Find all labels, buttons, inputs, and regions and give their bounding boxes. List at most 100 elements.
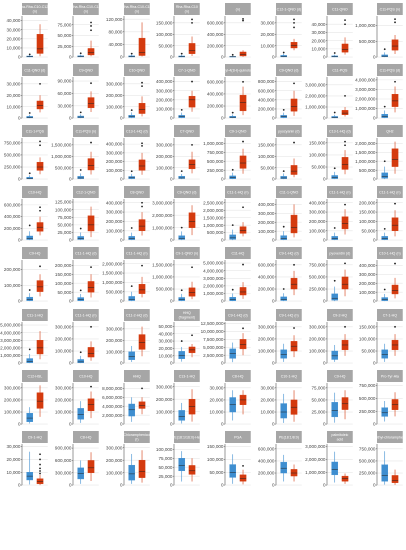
y-tick-label: 0 bbox=[373, 116, 376, 121]
y-tick-label: 0 bbox=[221, 360, 224, 365]
panel: C9-1-HQ (n) 0 100,000 200,000 300,000 bbox=[254, 306, 305, 367]
outlier-point bbox=[130, 170, 133, 173]
box bbox=[36, 162, 44, 171]
outlier-point bbox=[333, 111, 336, 114]
y-tick-label: 10,000 bbox=[6, 470, 20, 475]
panel-strip bbox=[72, 430, 99, 443]
panel-title: C11-1-QNO bbox=[279, 191, 298, 195]
panel: C13-1-HQ 0 100,000 200,000 300,000 bbox=[152, 367, 203, 428]
y-tick-label: 2,000,000 bbox=[203, 208, 224, 213]
panel-title: C11-HQ bbox=[231, 252, 244, 256]
outlier-point bbox=[79, 227, 82, 230]
panel-title: PGA bbox=[234, 435, 242, 439]
outlier-point bbox=[28, 348, 31, 350]
y-tick-label: 1,000,000 bbox=[152, 226, 173, 231]
panel-svg: C11-1-HQ (n) 0 100,000 200,000 300,000 400,00… bbox=[308, 186, 353, 243]
outlier-point bbox=[89, 25, 92, 27]
panel: C9-1-HQ 0 10,000 20,000 30,000 bbox=[0, 428, 51, 489]
outlier-point bbox=[343, 262, 346, 265]
y-tick-label: 2,000,000 bbox=[355, 97, 376, 102]
y-tick-label: 20,000 bbox=[260, 32, 274, 37]
y-tick-label: 3,000,000 bbox=[305, 444, 326, 449]
y-tick-label: 400,000 bbox=[258, 202, 275, 207]
y-tick-label: 200,000 bbox=[258, 470, 275, 475]
panel-title: pyoverdin (d) bbox=[329, 252, 350, 256]
panel-title: C9-QNO (d) bbox=[177, 191, 196, 195]
box bbox=[36, 392, 44, 409]
panel-title: (n) bbox=[33, 9, 37, 13]
box bbox=[330, 401, 338, 417]
outlier-point bbox=[140, 85, 143, 88]
y-tick-label: 200,000 bbox=[258, 336, 275, 341]
panel: C11-PQS 0 1,000,000 2,000,000 3,000,000 bbox=[305, 61, 356, 122]
panel-title: C11-1-HQ (d) bbox=[75, 252, 96, 256]
panel: C7-1-QNO 0 100,000 200,000 300,000 400,000 bbox=[152, 61, 203, 122]
y-tick-label: 150,000 bbox=[359, 324, 376, 329]
panel-title: Rha-Rha-C10-C12:0 bbox=[18, 5, 51, 9]
y-tick-label: 0 bbox=[119, 482, 122, 487]
y-tick-label: 125,000 bbox=[55, 200, 72, 205]
panel-svg: C11-QNO 0 10,000 20,000 30,000 40,000 bbox=[311, 2, 353, 60]
y-tick-label: 50,000 bbox=[57, 290, 71, 295]
panel-svg: C9-QNO 0 30,000 60,000 90,000 bbox=[57, 64, 99, 121]
panel-svg: C8-HQ 0 10,000 20,000 30,000 bbox=[209, 369, 251, 426]
y-tick-label: 100,000 bbox=[105, 104, 122, 109]
box bbox=[188, 96, 196, 108]
box bbox=[239, 51, 247, 57]
outlier-point bbox=[343, 140, 346, 143]
panel-title: Rha-Rha-C10 bbox=[176, 5, 198, 9]
outlier-point bbox=[140, 205, 143, 208]
panel-svg: C10-1-HQ 0 10,000 20,000 30,000 bbox=[260, 369, 302, 426]
y-tick-label: 100,000 bbox=[359, 290, 376, 295]
outlier-point bbox=[242, 264, 244, 266]
outlier-point bbox=[394, 80, 397, 83]
panel-title: C11-1-HQ (n) bbox=[126, 252, 147, 256]
y-tick-label: 300,000 bbox=[55, 324, 72, 329]
panel-title: C10-1-HQ (n) bbox=[379, 252, 401, 256]
box bbox=[280, 176, 287, 180]
y-tick-label: 100,000 bbox=[156, 166, 173, 171]
box bbox=[239, 338, 247, 349]
y-tick-label: 0 bbox=[170, 421, 173, 426]
box bbox=[391, 94, 399, 107]
panel-strip bbox=[22, 2, 48, 15]
outlier-point bbox=[181, 227, 183, 229]
y-tick-label: 300,000 bbox=[156, 384, 173, 389]
y-tick-label: 200,000 bbox=[359, 201, 376, 206]
panel-svg: C9-1-QNO 0 250,000 500,000 750,000 1,000,000 bbox=[203, 125, 251, 182]
outlier-point bbox=[394, 263, 397, 265]
panel-strip bbox=[326, 369, 353, 382]
panel: C13-1-HQ (d) 0 100,000 200,000 300,000 400,00… bbox=[102, 122, 153, 183]
y-tick-label: 0 bbox=[322, 421, 325, 426]
y-tick-label: 1,000,000 bbox=[203, 141, 224, 146]
box bbox=[381, 172, 389, 179]
y-tick-label: 0 bbox=[69, 299, 72, 304]
panel-strip bbox=[326, 308, 353, 321]
panel-title: C13-1-HQ (d) bbox=[126, 130, 148, 134]
outlier-point bbox=[384, 160, 386, 163]
y-tick-label: 25,000 bbox=[311, 409, 325, 414]
panel-svg: Rha-Rha-C10-C12:0(n) 0 10,000 20,000 30,000 4… bbox=[6, 2, 51, 60]
y-tick-label: 1,000,000 bbox=[51, 154, 72, 159]
outlier-point bbox=[282, 51, 285, 54]
panel: C12-1-QNO (d) 0 10,000 20,000 30,000 bbox=[254, 0, 305, 61]
panel-svg: C7-1-HQ 0 50,000 100,000 150,000 bbox=[359, 308, 403, 365]
box bbox=[138, 37, 145, 56]
y-tick-label: 100,000 bbox=[55, 409, 72, 414]
panel-title: C11-PQS (n) bbox=[75, 130, 95, 134]
y-tick-label: 0 bbox=[272, 116, 275, 121]
panel: C11-PQS (n) 0 500,000 1,000,000 1,500,000 bbox=[51, 122, 102, 183]
panel-svg: QH2 0 500,000 1,000,000 1,500,000 2,000,000 bbox=[355, 125, 403, 182]
y-tick-label: 750,000 bbox=[308, 263, 325, 268]
box bbox=[330, 461, 338, 475]
outlier-point bbox=[242, 19, 244, 22]
outlier-point bbox=[28, 112, 31, 114]
panel-svg: C8-HQ 0 300,000 600,000 900,000 bbox=[55, 430, 99, 487]
y-tick-label: 150,000 bbox=[258, 143, 275, 148]
y-tick-label: 0 bbox=[119, 421, 122, 426]
y-tick-label: 250,000 bbox=[4, 165, 21, 170]
outlier-point bbox=[282, 109, 285, 111]
y-tick-label: 200,000 bbox=[105, 458, 122, 463]
outlier-point bbox=[231, 111, 234, 114]
panel-svg: Rha-Rha-C10-C10(n) 0 40,000 80,000 120,000 bbox=[105, 2, 151, 60]
